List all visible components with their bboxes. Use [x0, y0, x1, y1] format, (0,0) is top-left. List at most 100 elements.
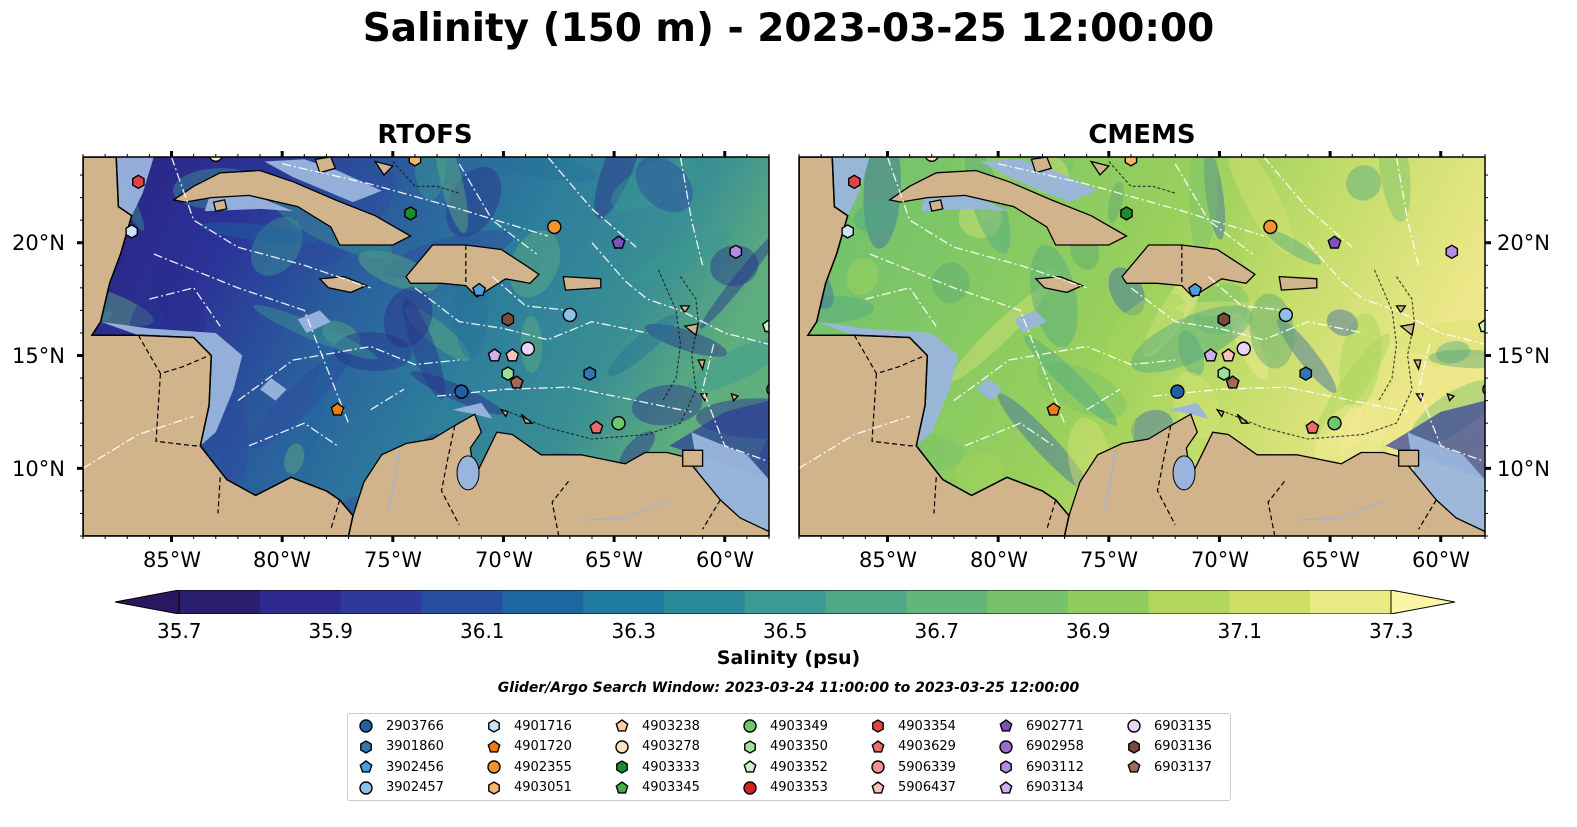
colorbar-tick-label: 35.7 — [157, 619, 202, 643]
legend-item: 4903629 — [870, 737, 956, 757]
legend-item: 4903345 — [614, 778, 700, 798]
legend-marker-hexagon — [872, 719, 884, 733]
legend-label: 4903333 — [642, 759, 700, 775]
float-marker-6903137 — [1225, 375, 1240, 389]
legend-item: 4903333 — [614, 757, 700, 777]
float-marker-4902355 — [1263, 219, 1278, 235]
float-marker-3902457 — [562, 307, 578, 323]
colorbar-tick-label: 36.5 — [763, 619, 808, 643]
legend-item: 6902958 — [998, 737, 1084, 757]
ytick-right-10n: 10°N — [1497, 457, 1550, 481]
colorbar-tick-label: 36.9 — [1066, 619, 1111, 643]
panel-title-rtofs: RTOFS — [377, 120, 473, 150]
legend-label: 4901720 — [514, 739, 572, 754]
legend-label: 5906339 — [898, 759, 956, 775]
legend-label: 4903350 — [770, 739, 828, 754]
float-marker-4903629 — [589, 420, 604, 434]
legend-label: 4903345 — [642, 780, 700, 795]
legend-item: 4903353 — [742, 778, 828, 798]
legend-item: 4903238 — [614, 716, 700, 736]
legend-label: 3902457 — [386, 780, 444, 795]
legend-item: 4903278 — [614, 737, 700, 757]
float-marker-4903278 — [208, 157, 223, 162]
float-legend: 2903766 3901860 3902456 3902457 4901716 49017… — [347, 713, 1231, 801]
float-marker-6903136 — [1217, 312, 1231, 327]
legend-label: 4903238 — [642, 718, 700, 734]
colorbar-bin — [1067, 590, 1150, 614]
legend-label: 4903353 — [770, 780, 828, 795]
colorbar-bin — [421, 590, 503, 614]
ytick-left-10n: 10°N — [12, 457, 65, 481]
legend-marker-hexagon — [360, 739, 372, 754]
colorbar-bin — [1148, 590, 1230, 614]
xtick-left-70w: 70°W — [475, 548, 533, 572]
colorbar-tick-label: 36.3 — [611, 619, 657, 643]
legend-item: 6903135 — [1126, 716, 1212, 736]
legend-item: 2903766 — [358, 716, 444, 736]
legend-marker-circle — [871, 760, 885, 774]
legend-item: 4901716 — [486, 716, 572, 736]
xtick-left-65w: 65°W — [585, 548, 643, 572]
map-frame — [82, 156, 770, 537]
legend-item: 4903354 — [870, 716, 956, 736]
legend-label: 5906437 — [898, 780, 956, 795]
figure-title: Salinity (150 m) - 2023-03-25 12:00:00 — [362, 6, 1215, 51]
colorbar-bin — [583, 590, 665, 614]
float-marker-5906437 — [505, 348, 520, 362]
colorbar-bin — [825, 590, 907, 614]
xtick-left-60w: 60°W — [696, 548, 754, 572]
float-marker-6903112 — [729, 244, 743, 260]
legend-item: 5906437 — [870, 778, 956, 798]
float-marker-4903051 — [408, 157, 422, 167]
legend-marker-hexagon — [744, 739, 756, 754]
legend-label: 3901860 — [386, 739, 444, 754]
legend-item: 6902771 — [998, 716, 1084, 736]
legend-label: 6903112 — [1026, 759, 1084, 775]
float-marker-4903051 — [1124, 157, 1138, 167]
legend-label: 4903278 — [642, 739, 700, 754]
colorbar-bin — [502, 590, 584, 614]
legend-marker-circle — [359, 719, 373, 733]
colorbar-title: Salinity (psu) — [716, 647, 861, 669]
colorbar-bin — [179, 590, 261, 614]
map-frame — [798, 156, 1486, 537]
colorbar-tick-label: 36.1 — [460, 619, 505, 643]
xtick-left-80w: 80°W — [253, 548, 311, 572]
xtick-right-70w: 70°W — [1191, 548, 1249, 572]
float-marker-4903350 — [501, 366, 515, 381]
legend-label: 6902771 — [1026, 718, 1084, 734]
xtick-right-75w: 75°W — [1080, 548, 1138, 572]
xtick-left-75w: 75°W — [364, 548, 422, 572]
xtick-right-65w: 65°W — [1302, 548, 1360, 572]
legend-item: 3902457 — [358, 778, 444, 798]
colorbar-low-extend — [115, 590, 180, 614]
colorbar-bin — [1310, 590, 1392, 614]
legend-marker-pentagon — [615, 719, 629, 732]
legend-item: 6903134 — [998, 778, 1084, 798]
legend-item: 4903350 — [742, 737, 828, 757]
float-marker-4903352 — [761, 318, 769, 333]
legend-marker-pentagon — [1127, 760, 1141, 773]
float-marker-6903112 — [1445, 244, 1459, 260]
legend-marker-hexagon — [488, 780, 500, 795]
legend-marker-pentagon — [999, 780, 1013, 794]
legend-marker-circle — [743, 719, 757, 733]
float-marker-5906437 — [1221, 348, 1236, 362]
float-marker-3901860 — [583, 366, 597, 381]
xtick-right-80w: 80°W — [970, 548, 1028, 572]
float-marker-6902771 — [611, 235, 626, 249]
legend-marker-pentagon — [487, 739, 501, 753]
legend-item: 4903349 — [742, 716, 828, 736]
legend-label: 4901716 — [514, 718, 572, 734]
colorbar-bin — [1229, 590, 1311, 614]
float-marker-4903333 — [1120, 206, 1133, 221]
float-marker-6903134 — [1203, 348, 1218, 362]
legend-marker-circle — [743, 780, 757, 795]
legend-marker-hexagon — [616, 760, 628, 774]
legend-label: 2903766 — [386, 718, 444, 734]
colorbar-tick-label: 36.7 — [914, 619, 960, 643]
float-marker-2903766 — [454, 384, 469, 399]
legend-label: 4903354 — [898, 718, 956, 734]
float-marker-6903136 — [501, 312, 515, 327]
